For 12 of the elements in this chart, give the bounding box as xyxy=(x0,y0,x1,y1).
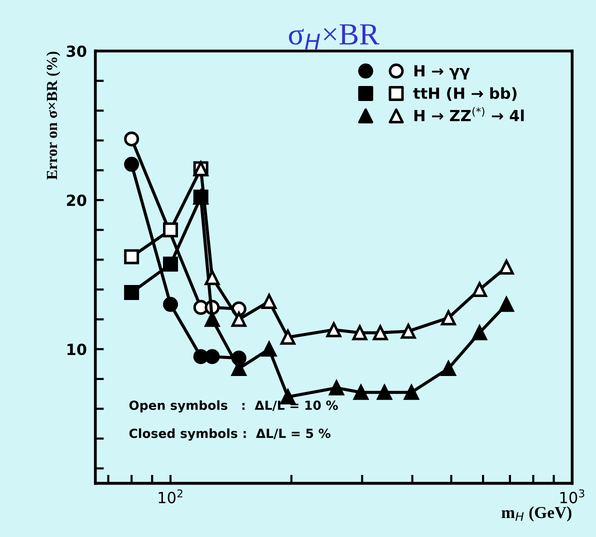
x-tick-label: 10$^{3}$ xyxy=(560,489,584,504)
legend-label: H → γγ xyxy=(414,65,470,80)
legend-label: H → ZZ$^{(*)}$ → 4l xyxy=(414,107,524,122)
y-tick-label: 10 xyxy=(67,344,86,356)
y-axis-title: Error on σ×BR (%) xyxy=(46,52,60,180)
y-tick-label: 30 xyxy=(66,45,86,58)
x-axis-title: m$_{H}$ (GeV) xyxy=(502,506,572,522)
chart-title: σ$_{H}$×BR xyxy=(288,24,380,50)
legend-label: ttH (H → bb) xyxy=(413,87,517,101)
annotation: Closed symbols : ΔL/L = 5 % xyxy=(129,428,330,441)
y-tick-label: 20 xyxy=(66,194,86,206)
x-tick-label: 10$^{2}$ xyxy=(158,489,182,504)
